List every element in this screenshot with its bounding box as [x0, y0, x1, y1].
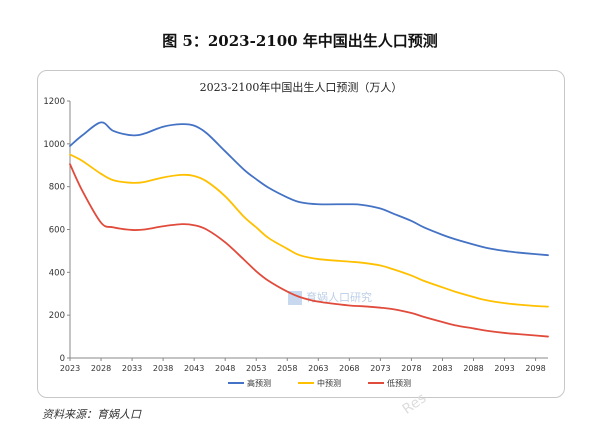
legend-item-3: 低预测: [368, 378, 411, 388]
series-line-2: [69, 153, 549, 308]
y-tick-label: 200: [49, 311, 65, 321]
x-tick-label: 2093: [494, 364, 514, 373]
y-tick-label: 1200: [43, 97, 65, 107]
y-axis: 0 200 400 600 800 1000 1200: [43, 97, 71, 364]
legend-label: 高预测: [247, 378, 271, 388]
x-tick-label: 2038: [153, 364, 173, 373]
legend-label: 中预测: [317, 378, 341, 388]
x-tick-label: 2058: [277, 364, 297, 373]
figure-title: 图 5：2023-2100 年中国出生人口预测: [162, 32, 438, 50]
y-tick-label: 800: [49, 183, 65, 193]
legend-label: 低预测: [387, 378, 411, 388]
chart-container: 2023-2100年中国出生人口预测（万人） 育娲人口研究 0 200 400 600…: [37, 70, 565, 398]
chart-title: 2023-2100年中国出生人口预测（万人）: [199, 81, 403, 94]
legend: 高预测 中预测 低预测: [228, 378, 411, 388]
x-tick-label: 2033: [122, 364, 142, 373]
x-tick-label: 2043: [184, 364, 204, 373]
x-tick-label: 2088: [463, 364, 483, 373]
x-tick-label: 2083: [432, 364, 452, 373]
series-layer: [69, 121, 549, 338]
legend-item-1: 高预测: [228, 378, 271, 388]
x-tick-label: 2048: [215, 364, 235, 373]
x-tick-label: 2098: [525, 364, 545, 373]
x-tick-label: 2078: [401, 364, 421, 373]
x-tick-label: 2028: [91, 364, 111, 373]
x-tick-label: 2063: [308, 364, 328, 373]
legend-item-2: 中预测: [298, 378, 341, 388]
watermark-text: 育娲人口研究: [306, 291, 372, 304]
x-axis: 2023 2028 2033 2038 2043 2048 2053 2058 2063 2068…: [60, 357, 548, 373]
x-tick-label: 2053: [246, 364, 266, 373]
y-tick-label: 1000: [43, 140, 65, 150]
x-tick-label: 2023: [60, 364, 80, 373]
x-tick-label: 2073: [370, 364, 390, 373]
x-tick-label: 2068: [339, 364, 359, 373]
y-tick-label: 400: [49, 268, 65, 278]
source-note: 资料来源：育娲人口: [42, 408, 141, 421]
y-tick-label: 0: [60, 354, 65, 364]
series-line-3: [69, 163, 549, 338]
series-line-1: [69, 121, 549, 257]
y-tick-label: 600: [49, 226, 65, 236]
